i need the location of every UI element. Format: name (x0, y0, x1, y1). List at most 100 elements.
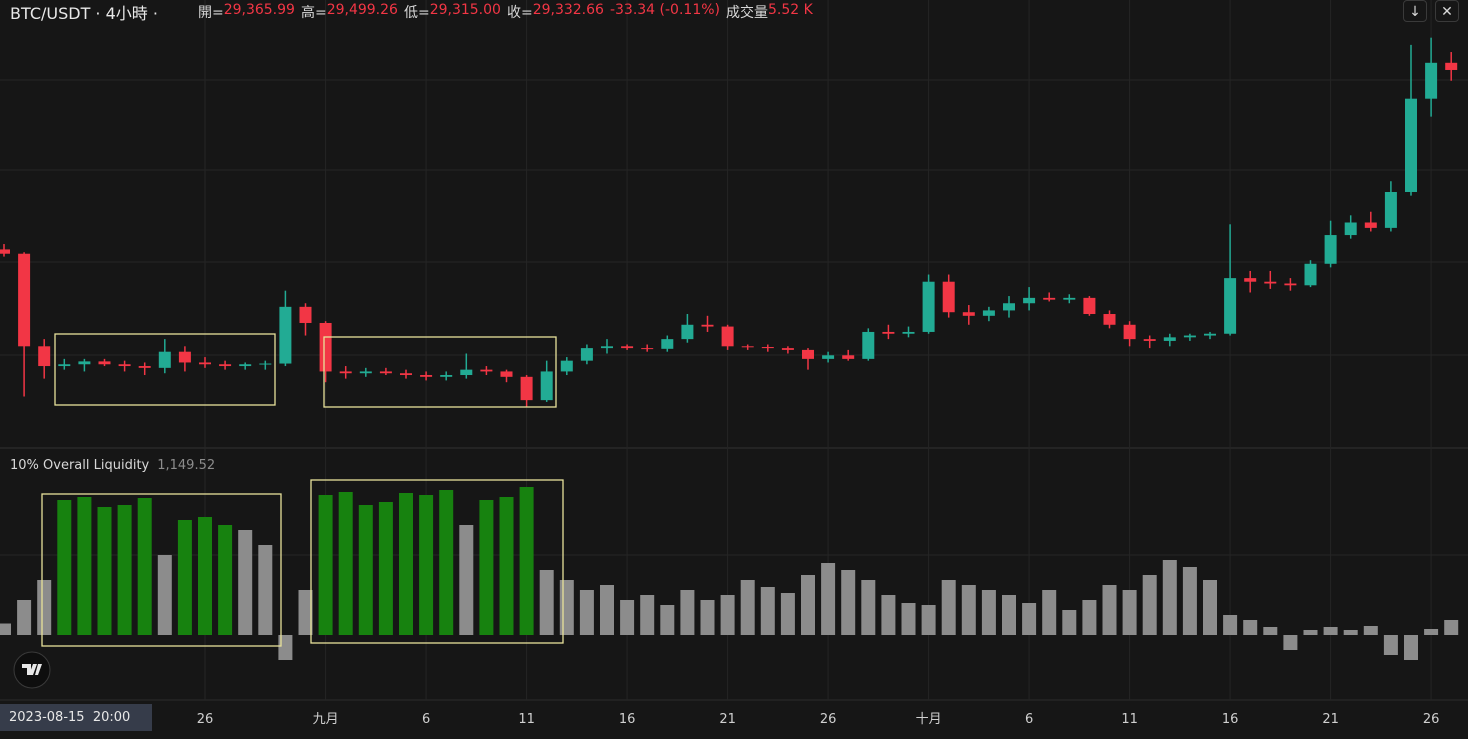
x-tick-label: 十月 (916, 712, 942, 727)
liquidity-bar (37, 580, 52, 635)
liquidity-bar (1022, 603, 1037, 635)
ohlc-value: 29,365.99 (223, 2, 295, 18)
liquidity-bar (1363, 626, 1378, 635)
candle-body (761, 347, 774, 349)
collapse-button[interactable]: ↓ (1403, 0, 1427, 22)
candle-body (440, 375, 453, 377)
liquidity-bar (258, 545, 273, 635)
candle-body (1043, 297, 1056, 300)
candle-body (842, 355, 855, 359)
ohlc-value: 29,499.26 (326, 2, 398, 18)
liquidity-bar (881, 595, 896, 635)
liquidity-bar (760, 587, 775, 635)
liquidity-bar (539, 570, 554, 635)
highlight-box (41, 493, 282, 647)
candle-body (158, 351, 171, 368)
candle-body (98, 361, 111, 365)
candle-body (1143, 339, 1156, 341)
liquidity-bar (1162, 560, 1177, 635)
liquidity-bar (740, 580, 755, 635)
x-tick-label: 26 (197, 712, 214, 727)
candle-body (1003, 303, 1015, 311)
candle-body (379, 371, 392, 374)
x-tick-label: 11 (518, 712, 535, 727)
liquidity-bar (1002, 595, 1016, 635)
candle-body (862, 331, 875, 359)
liquidity-bar (519, 487, 534, 635)
candle-body (1445, 62, 1458, 70)
candle-body (178, 351, 191, 363)
candle-body (1324, 235, 1337, 264)
liquidity-bar (1102, 585, 1117, 635)
liquidity-bar (1424, 629, 1439, 635)
symbol: BTC/USDT · 4小時 · (10, 4, 158, 23)
liquidity-bar (0, 623, 11, 635)
liquidity-bar (861, 580, 876, 635)
candle-body (1344, 222, 1357, 236)
liquidity-bar (378, 502, 393, 635)
liquidity-bar (358, 505, 373, 635)
candle-body (118, 364, 131, 367)
x-tick-label: 26 (1423, 712, 1440, 727)
x-tick-label: 21 (719, 712, 736, 727)
liquidity-bar (198, 517, 212, 635)
candle-body (661, 339, 674, 349)
liquidity-bar (780, 593, 795, 635)
crosshair-label: 2023-08-15 20:00 (0, 704, 152, 731)
liquidity-bar (600, 585, 614, 635)
liquidity-bar (700, 600, 715, 635)
liquidity-bar (278, 635, 293, 660)
liquidity-bar (1223, 615, 1238, 635)
candle-body (1123, 324, 1136, 340)
liquidity-bar (439, 490, 454, 635)
candle-body (902, 331, 915, 334)
candle-body (1224, 278, 1237, 334)
liquidity-bar (801, 575, 815, 635)
candle-body (480, 369, 493, 372)
marks (0, 37, 1459, 660)
highlight-boxes (41, 333, 564, 647)
liquidity-bar (841, 570, 856, 635)
candle-body (199, 362, 211, 365)
liquidity-bar (479, 500, 494, 635)
maximize-button[interactable]: ✕ (1435, 0, 1459, 22)
liquidity-bar (318, 495, 333, 635)
candle-body (138, 366, 151, 368)
liquidity-bar (680, 590, 695, 635)
logo-mark (22, 664, 42, 675)
candle-body (400, 373, 412, 376)
liquidity-bar (117, 505, 132, 635)
ohlc-value: -33.34 (-0.11%) (609, 2, 720, 18)
candle-body (1103, 314, 1116, 325)
liquidity-bar (177, 520, 192, 635)
candle-body (1023, 297, 1036, 304)
x-tick-label: 16 (619, 712, 636, 727)
candle-body (279, 306, 292, 364)
candle-body (721, 326, 734, 347)
liquidity-bar (620, 600, 635, 635)
liquidity-bar (1383, 635, 1398, 655)
candle-body (500, 371, 513, 377)
candle-body (239, 364, 252, 367)
ohlc-value: 5.52 K (767, 2, 813, 18)
candle-body (1425, 62, 1438, 99)
liquidity-bar (961, 585, 976, 635)
liquidity-bar (1082, 600, 1097, 635)
liquidity-bar (338, 492, 353, 635)
candle-body (58, 364, 71, 367)
liquidity-bar (57, 500, 72, 635)
liquidity-bar (157, 555, 172, 635)
candle-body (78, 361, 91, 365)
candle-body (460, 369, 473, 376)
candle-body (0, 249, 10, 254)
ohlc-key: 開= (197, 5, 224, 21)
candle-body (1244, 278, 1257, 282)
liquidity-bar (1122, 590, 1137, 635)
candle-body (1384, 191, 1397, 228)
candle-body (741, 346, 754, 348)
liquidity-bar (1444, 620, 1459, 635)
x-tick-label: 九月 (313, 712, 339, 727)
liquidity-bar (579, 590, 594, 635)
liquidity-bar (1142, 575, 1157, 635)
